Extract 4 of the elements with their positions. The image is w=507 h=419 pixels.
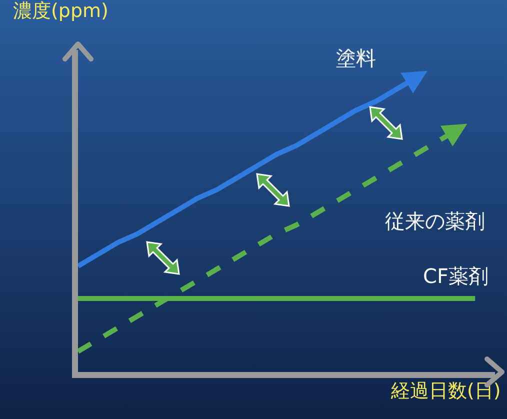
series-label: 塗料 — [336, 46, 376, 70]
series-label: CF薬剤 — [423, 264, 488, 288]
y-axis-title: 濃度(ppm) — [13, 0, 108, 22]
series-label: 従来の薬剤 — [385, 209, 485, 233]
